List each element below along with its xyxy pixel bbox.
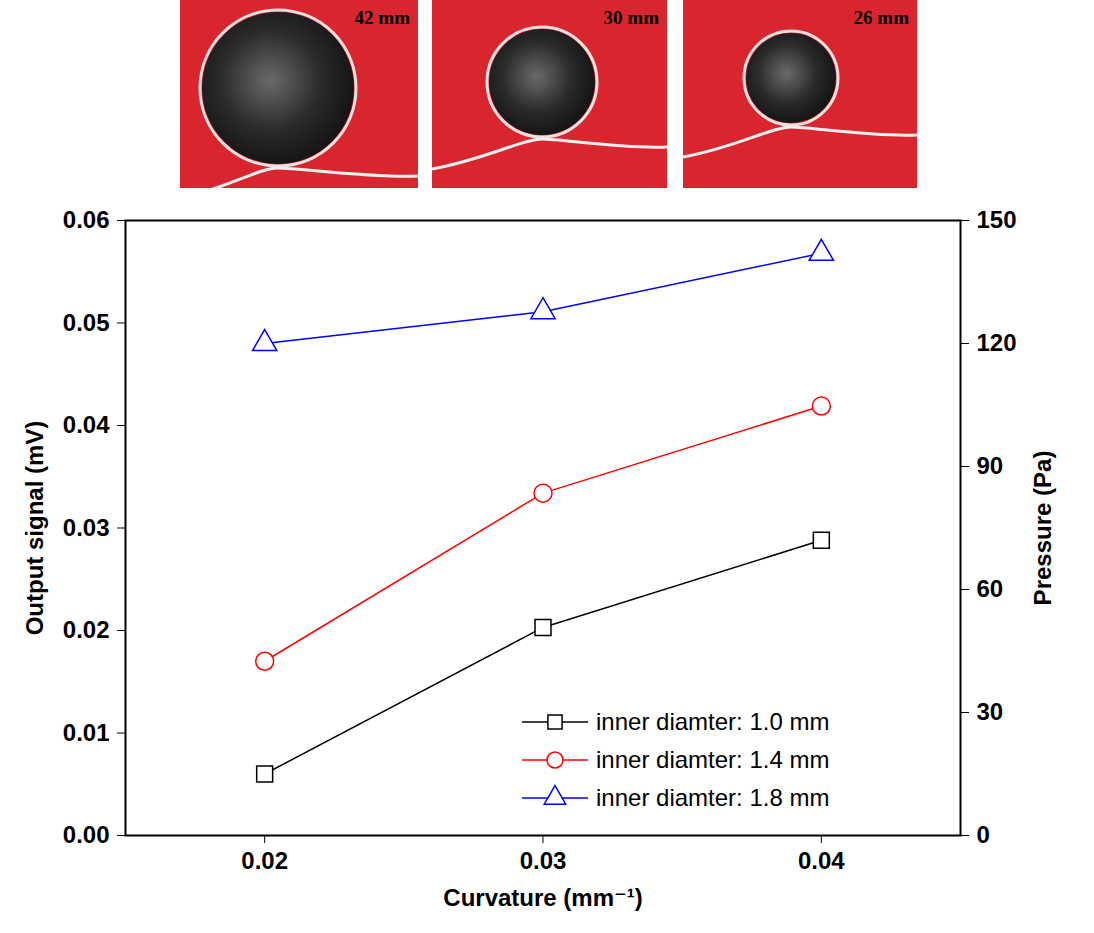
svg-text:Pressure (Pa): Pressure (Pa) [1029,451,1056,606]
svg-text:0.02: 0.02 [63,616,110,643]
svg-text:0: 0 [977,821,990,848]
svg-text:0.06: 0.06 [63,206,110,233]
svg-text:0.03: 0.03 [63,514,110,541]
svg-text:30: 30 [977,698,1004,725]
html-text:inner diamter: 1.8 mm: inner diamter: 1.8 mm [596,784,830,811]
html-text:inner diamter: 1.4 mm: inner diamter: 1.4 mm [596,746,830,773]
svg-text:60: 60 [977,575,1004,602]
html-text:inner diamter: 1.0 mm: inner diamter: 1.0 mm [596,708,830,735]
svg-text:0.05: 0.05 [63,309,110,336]
svg-text:0.04: 0.04 [798,847,845,874]
svg-text:0.01: 0.01 [63,719,110,746]
svg-text:150: 150 [977,206,1017,233]
svg-text:0.04: 0.04 [63,411,110,438]
svg-text:90: 90 [977,452,1004,479]
svg-text:30 mm: 30 mm [604,7,660,28]
svg-text:0.02: 0.02 [241,847,288,874]
svg-text:42 mm: 42 mm [355,7,411,28]
svg-text:0.03: 0.03 [520,847,567,874]
svg-text:26 mm: 26 mm [854,7,910,28]
svg-text:Output signal (mV): Output signal (mV) [21,421,48,636]
svg-text:Curvature (mm⁻¹): Curvature (mm⁻¹) [443,884,642,911]
svg-text:0.00: 0.00 [63,821,110,848]
svg-text:120: 120 [977,329,1017,356]
